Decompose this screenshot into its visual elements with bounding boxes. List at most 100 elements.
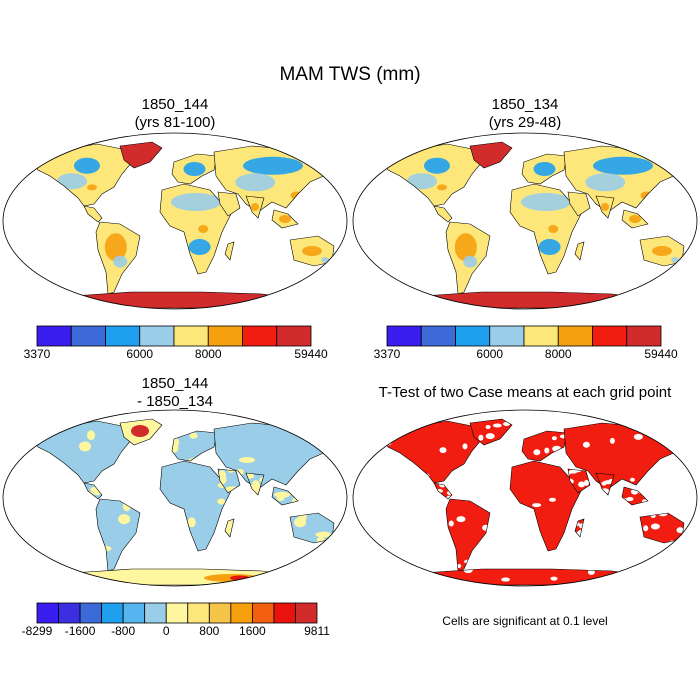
colorbar-box-2	[455, 325, 491, 347]
coastline-seAsia	[621, 209, 649, 229]
coastline-arabia	[567, 468, 591, 494]
land-southAmerica-shade-1	[463, 255, 478, 268]
colorbar-box-4	[122, 602, 146, 624]
coastline-centralAmerica	[83, 205, 103, 223]
land-greenland	[470, 142, 512, 168]
land-greenland-nonsig-2	[492, 423, 502, 428]
land-africa	[510, 461, 582, 551]
colorbar-box-8	[208, 602, 232, 624]
panel-2-title: 1850_134 (yrs 29-48)	[375, 96, 675, 132]
coastline-africa	[509, 460, 583, 552]
coastline-europe	[171, 430, 218, 462]
significance-note: Cells are significant at 0.1 level	[442, 614, 608, 628]
coastline-centralAmerica	[433, 482, 453, 500]
colorbar-box-0	[36, 602, 59, 624]
colorbar-box-3	[489, 325, 525, 347]
coastline-madagascar	[224, 241, 235, 261]
land-northAmerica-diff-3	[87, 430, 95, 441]
land-asia-nonsig-1	[582, 441, 590, 448]
panel-1-title-line2: (yrs 81-100)	[134, 114, 216, 131]
land-southAmerica-shade-0	[454, 233, 477, 262]
colorbar-box-4	[173, 325, 209, 347]
panel-3-title-line2: - 1850_134	[137, 393, 213, 410]
land-arabia-nonsig-3	[583, 479, 589, 486]
land-antarctica	[72, 569, 292, 585]
colorbar-label-1: 6000	[126, 347, 154, 361]
land-asia-nonsig-0	[629, 477, 635, 482]
land-asia	[564, 423, 682, 489]
panel-3-title-line1: 1850_144	[141, 375, 209, 392]
land-greenland-diff-hot	[131, 425, 149, 437]
land-australia	[640, 513, 684, 543]
colorbar-panel-difference	[36, 602, 318, 624]
land-northAmerica-diff-0	[32, 421, 36, 424]
coastline-madagascar	[574, 241, 585, 261]
land-europe	[172, 431, 217, 461]
land-southAmerica-nonsig-5	[456, 516, 466, 523]
colorbar-label-1: 6000	[476, 347, 504, 361]
coastline-northAmerica	[31, 420, 133, 484]
land-northAmerica-nonsig-3	[462, 443, 468, 450]
colorbar-box-2	[79, 602, 103, 624]
coastline-southAmerica	[95, 221, 141, 295]
land-antarctica	[422, 292, 642, 308]
land-seAsia-diff-2	[274, 491, 291, 498]
land-australia-diff-2	[315, 531, 332, 538]
land-europe-shade-0	[183, 162, 206, 176]
colorbar-label-0: 3370	[23, 347, 51, 361]
land-europe-nonsig-0	[551, 436, 557, 441]
panel-4-title-line1: T-Test of two Case means at each grid po…	[378, 384, 672, 401]
coastline-india	[245, 195, 265, 219]
coastline-seAsia	[621, 486, 649, 506]
land-australia-nonsig-1	[676, 527, 684, 534]
land-northAmerica-shade-1	[57, 173, 87, 190]
land-northAmerica-nonsig-0	[382, 421, 385, 423]
coastline-southAmerica	[445, 221, 491, 295]
coastline-europe	[171, 153, 218, 185]
panel-1-title: 1850_144 (yrs 81-100)	[25, 96, 325, 132]
map-panel-1850-144	[2, 132, 348, 310]
land-southAmerica	[446, 499, 490, 571]
coastline-arabia	[217, 191, 241, 217]
land-europe-shade-0	[533, 162, 556, 176]
land-africa-shade-2	[198, 225, 209, 233]
land-seAsia-shade-0	[279, 215, 291, 223]
coastline-southAmerica	[95, 498, 141, 572]
land-india-diff-3	[251, 480, 260, 491]
colorbar-box-2	[105, 325, 141, 347]
colorbar-box-5	[557, 325, 593, 347]
colorbar-label-6: 9811	[304, 624, 330, 638]
land-africa-shade-1	[538, 239, 561, 255]
coastline-northAmerica	[381, 420, 483, 484]
land-india-shade-0	[601, 203, 609, 211]
land-africa-diff-3	[187, 517, 196, 528]
map-panel-1850-134	[352, 132, 698, 310]
land-antarctica-nonsig-2	[501, 577, 511, 582]
land-australia-shade-1	[321, 257, 330, 263]
colorbar-label-2: -800	[111, 624, 136, 638]
land-northAmerica-shade-0	[74, 157, 100, 174]
land-asia-nonsig-5	[633, 433, 643, 440]
land-seAsia-nonsig-4	[626, 497, 634, 502]
land-australia-shade-0	[652, 246, 672, 256]
coastline-africa	[159, 460, 233, 552]
land-northAmerica	[382, 144, 482, 206]
colorbar-label-3: 59440	[294, 347, 328, 361]
coastline-greenland	[119, 418, 163, 446]
land-northAmerica-shade-0	[424, 157, 450, 174]
colorbar-box-3	[101, 602, 124, 624]
coastline-greenland	[119, 141, 163, 169]
colorbar-label-0: -8299	[21, 624, 53, 638]
colorbar-box-12	[295, 602, 318, 624]
land-southAmerica-diff-1	[118, 514, 131, 525]
land-asia-diff-2	[239, 456, 256, 463]
coastline-centralAmerica	[433, 205, 453, 223]
colorbar-box-5	[207, 325, 243, 347]
land-greenland-nonsig-5	[485, 433, 495, 440]
coastline-greenland	[469, 141, 513, 169]
map-border	[352, 132, 698, 310]
land-arabia-nonsig-1	[578, 481, 586, 488]
colorbar-box-11	[273, 602, 296, 624]
colorbar-label-2: 8000	[194, 347, 222, 361]
land-centralAmerica	[434, 206, 452, 222]
